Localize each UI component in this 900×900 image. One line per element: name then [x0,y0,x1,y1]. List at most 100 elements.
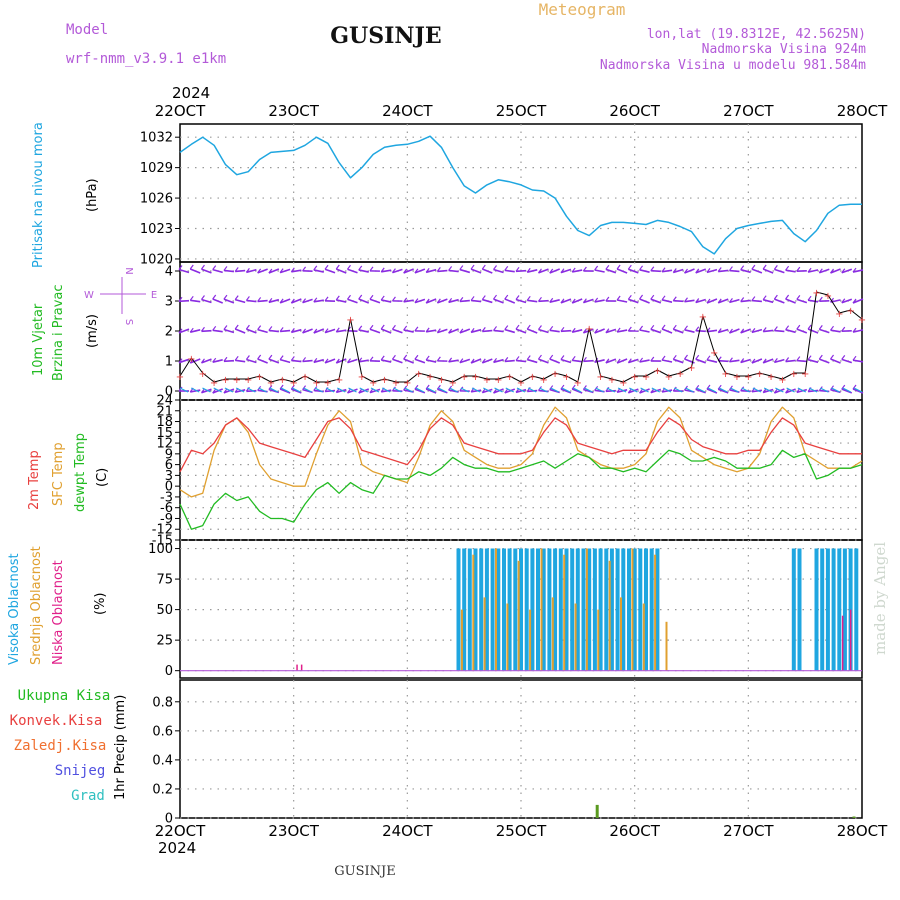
cloud-high-bar [587,548,592,671]
wind-barb [493,268,504,274]
wind-speed-marker: + [267,378,275,389]
wind-barb-flag [448,266,453,271]
cloud-high-bar [462,548,467,671]
wind-barb-flag [785,357,790,362]
wind-barb-flag [212,294,217,300]
wind-barb [347,298,358,304]
pressure-unit: (hPa) [85,178,100,212]
wind-barb-flag [403,325,408,331]
wind-barb-flag [594,297,599,303]
wind-barb-flag [515,324,520,330]
cloud-high-bar [842,548,847,671]
wind-speed-marker: + [392,378,400,389]
wind-barb-flag [627,388,632,394]
wind-barb [852,359,864,363]
wind-barb [257,268,268,274]
wind-barb [515,328,527,334]
wind-barb-flag [650,266,655,272]
y-tick-cloud: 0 [165,664,173,679]
wind-barb-flag [178,296,183,302]
wind-barb-flag [391,324,396,330]
precip-unit: 1hr Precip (mm) [113,695,128,800]
legend-hail: Grad [71,788,105,804]
wind-barb [695,298,706,304]
wind-barb-flag [369,266,374,272]
wind-barb [785,359,796,363]
wind-barb-flag [403,297,408,303]
wind-barb [729,328,740,334]
y-tick-temp: 6 [165,458,173,473]
wind-barb [538,268,549,274]
wind-speed-marker: + [744,372,752,383]
wind-barb-flag [830,354,835,360]
2m-temp-line [179,417,862,473]
wind-barb [515,298,527,304]
wind-barb [257,299,268,303]
pressure-ylabel: Pritisak na nivou mora [31,122,46,268]
wind-barb [740,328,751,334]
wind-barb-flag [549,325,554,331]
wind-barb [414,298,426,304]
x-tick-bottom: 23OCT [268,822,319,840]
cloud-mid-bar [495,548,497,671]
wind-barb-flag [526,324,531,330]
wind-barb-flag [380,324,385,330]
wind-barb [549,358,560,364]
wind-barb [470,268,482,274]
wind-barb [425,359,437,363]
wind-barb [639,269,650,273]
wind-barb-flag [818,325,823,330]
wind-barb-flag [785,388,790,394]
wind-barb [672,328,684,334]
wind-barb-flag [594,328,599,334]
wind-barb-flag [504,357,509,362]
wind-barb [616,299,628,303]
wind-barb-flag [549,268,554,274]
wind-barb-flag [661,295,666,301]
wind-barb [751,358,763,364]
cloud-high-bar [575,548,580,671]
wind-speed-marker: + [505,372,513,383]
wind-barb [336,299,347,303]
wind-barb-flag [582,356,587,362]
wind-barb-flag [290,298,295,304]
wind-arrow [651,387,661,393]
cloud-mid-bar [654,554,657,671]
wind-arrow [325,387,335,393]
wind-barb [392,328,403,334]
wind-barb-flag [852,327,857,333]
cloud-high-bar [484,548,489,671]
wind-barb-flag [504,388,509,394]
wind-barb-flag [313,328,318,334]
wind-barb [515,359,527,363]
wind-speed-marker: + [278,375,286,386]
wind-barb [392,358,403,364]
wind-arrow [494,387,503,393]
wind-barb-flag [526,295,531,301]
wind-barb [706,268,718,274]
wind-barb-flag [830,325,835,331]
wind-barb-flag [504,294,509,300]
wind-barb [246,328,257,334]
wind-barb [414,358,426,364]
wind-barb [178,328,190,334]
wind-barb [852,298,864,304]
wind-barb-flag [234,295,239,300]
y-tick-precip: 0.6 [152,724,173,739]
y-tick-precip: 0.2 [152,782,173,797]
wind-arrow [336,387,346,393]
cloud-high-bar [473,548,478,671]
wind-barb-flag [684,354,688,360]
wind-barb-flag [257,268,262,274]
elevation-text: Nadmorska Visina 924m [702,42,867,57]
wind-barb-flag [639,388,644,394]
wind-barb-flag [448,328,453,334]
wind-barb [403,358,414,364]
wind-barb-flag [650,294,655,300]
wind-barb [369,328,381,334]
wind-barb-flag [672,268,677,273]
wind-barb-flag [380,355,385,361]
wind-barb-flag [616,327,621,333]
wind-barb-flag [290,356,295,361]
